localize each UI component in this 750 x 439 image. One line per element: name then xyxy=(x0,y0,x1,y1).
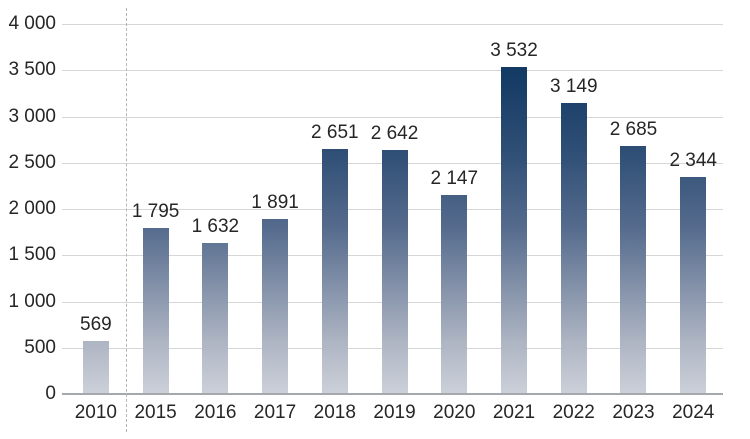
bar-2019 xyxy=(381,150,408,394)
x-axis: 2010 2015 2016 2017 2018 2019 2020 2021 2022 2023… xyxy=(66,402,723,424)
bar-2017 xyxy=(262,219,289,394)
gridline xyxy=(62,116,723,118)
bar-slot: 2 344 xyxy=(663,24,723,394)
y-axis-tick-label: 2 500 xyxy=(8,151,56,173)
y-axis-tick-label: 1 000 xyxy=(8,290,56,312)
bar-2018 xyxy=(321,149,348,394)
bar-2016 xyxy=(202,243,229,394)
x-axis-tick-label: 2019 xyxy=(373,402,416,423)
y-axis-tick-label: 4 000 xyxy=(8,13,56,34)
x-axis-tick-label: 2023 xyxy=(612,402,655,423)
bar-value-label: 2 642 xyxy=(370,123,419,144)
bars-row: 569 1 795 1 632 1 891 2 651 2 642 2 147 3 532 3 … xyxy=(66,24,723,394)
bar-value-label: 2 344 xyxy=(669,150,717,171)
bar-value-label: 2 685 xyxy=(609,119,658,140)
bar-slot: 1 795 xyxy=(126,24,186,394)
y-axis: 4 000 3 500 3 000 2 500 2 000 1 500 1 000 500 0 xyxy=(0,13,56,404)
x-axis-tick-label: 2022 xyxy=(552,402,595,423)
gridline xyxy=(62,24,723,25)
x-axis-tick-label: 2016 xyxy=(194,402,237,423)
x-axis-line xyxy=(62,393,723,395)
bar-slot: 2 642 xyxy=(365,24,425,394)
y-axis-tick-label: 500 xyxy=(24,336,56,358)
x-axis-tick-label: 2021 xyxy=(492,402,536,423)
x-axis-tick-label: 2015 xyxy=(134,402,177,423)
bar-value-label: 2 651 xyxy=(311,122,359,143)
plot-area: 569 1 795 1 632 1 891 2 651 2 642 2 147 3 532 3 … xyxy=(62,24,723,395)
bar-slot: 1 891 xyxy=(245,24,305,394)
dashed-separator-line xyxy=(126,8,127,432)
bar-value-label: 569 xyxy=(80,314,112,335)
y-axis-tick-label: 0 xyxy=(45,383,56,404)
bar-value-label: 1 632 xyxy=(191,216,240,237)
bar-2024 xyxy=(680,177,707,394)
bar-2023 xyxy=(620,146,647,394)
y-axis-tick-label: 2 000 xyxy=(8,198,56,219)
gridline xyxy=(62,70,723,72)
bar-value-label: 1 891 xyxy=(251,192,299,213)
bar-2022 xyxy=(560,103,587,394)
bar-2010 xyxy=(82,341,109,394)
bar-2015 xyxy=(142,228,169,394)
x-axis-tick-label: 2020 xyxy=(433,402,476,423)
x-axis-tick-label: 2010 xyxy=(74,402,117,423)
bar-value-label: 3 149 xyxy=(549,76,598,97)
bar-value-label: 1 795 xyxy=(131,201,180,222)
bar-slot: 3 532 xyxy=(484,24,544,394)
x-axis-tick-label: 2017 xyxy=(253,402,297,423)
bar-slot: 2 651 xyxy=(305,24,365,394)
y-axis-tick-label: 1 500 xyxy=(8,244,56,266)
bar-slot: 2 685 xyxy=(604,24,664,394)
bar-slot: 569 xyxy=(66,24,126,394)
y-axis-tick-label: 3 500 xyxy=(8,59,56,81)
bar-slot: 2 147 xyxy=(424,24,484,394)
y-axis-tick-label: 3 000 xyxy=(8,105,56,127)
bar-2021 xyxy=(501,67,527,394)
x-axis-tick-label: 2018 xyxy=(313,402,356,423)
bar-slot: 3 149 xyxy=(544,24,604,394)
bar-value-label: 3 532 xyxy=(490,40,538,61)
x-axis-tick-label: 2024 xyxy=(672,402,715,423)
bar-2020 xyxy=(441,195,468,394)
bar-slot: 1 632 xyxy=(185,24,245,394)
bar-value-label: 2 147 xyxy=(430,168,479,189)
